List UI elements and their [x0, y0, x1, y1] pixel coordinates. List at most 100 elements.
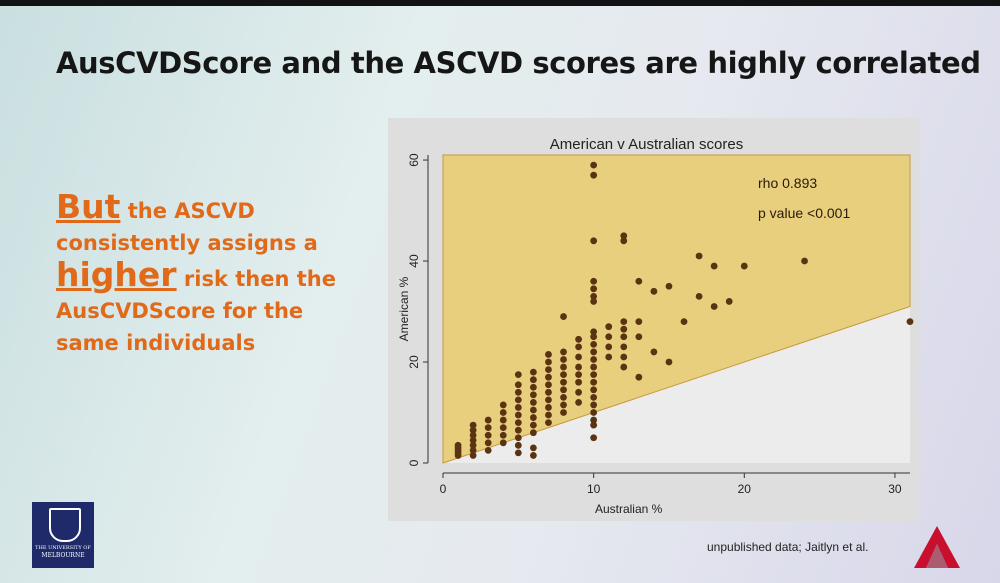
chart-title: American v Australian scores — [550, 136, 743, 153]
data-point — [469, 446, 477, 454]
data-point — [575, 388, 582, 396]
callout-line-4: AusCVDScore for the — [56, 299, 304, 323]
slide: AusCVDScore and the ASCVD scores are hig… — [0, 6, 1000, 583]
logo-text-line-1: THE UNIVERSITY OF — [35, 545, 91, 551]
data-point — [590, 237, 598, 245]
callout-text: But the ASCVD consistently assigns a hig… — [56, 190, 356, 359]
data-point — [620, 363, 628, 371]
annotation-text: rho 0.893 — [758, 175, 817, 191]
data-point — [590, 285, 598, 293]
data-point — [575, 335, 582, 343]
data-point — [620, 232, 628, 240]
annotation-text: p value <0.001 — [758, 205, 850, 221]
data-point — [575, 343, 582, 351]
data-point — [545, 396, 552, 404]
data-point — [590, 292, 598, 300]
data-point — [514, 404, 522, 411]
data-point — [514, 411, 522, 419]
data-point — [529, 444, 537, 452]
callout-line-2: consistently assigns a — [56, 231, 318, 255]
data-point — [484, 446, 492, 454]
data-point — [529, 421, 537, 429]
data-point — [620, 237, 628, 245]
x-tick-label: 10 — [587, 482, 601, 496]
data-point — [484, 439, 492, 447]
data-point — [499, 409, 507, 416]
data-point — [529, 406, 537, 414]
data-point — [590, 386, 598, 394]
data-point — [514, 419, 522, 427]
data-point — [680, 318, 688, 326]
data-point — [499, 401, 507, 409]
data-point — [665, 282, 673, 290]
data-point — [605, 343, 613, 351]
data-point — [560, 371, 567, 379]
data-point — [590, 356, 598, 363]
callout-line-1-rest: the ASCVD — [120, 199, 255, 223]
emphasis-higher: higher — [56, 255, 177, 294]
data-point — [590, 348, 598, 356]
data-point — [484, 416, 492, 424]
data-point — [695, 252, 703, 260]
data-point — [560, 363, 567, 371]
data-point — [545, 381, 552, 389]
data-point — [529, 429, 537, 437]
data-point — [801, 257, 808, 265]
data-point — [590, 363, 598, 371]
y-tick-label: 20 — [407, 355, 421, 369]
y-tick-label: 40 — [407, 254, 421, 268]
data-point — [590, 393, 598, 401]
scatter-chart: 0 10 20 30 0 20 40 60 American v Australian scor… — [397, 136, 914, 516]
data-point — [514, 371, 522, 379]
university-logo: THE UNIVERSITY OF MELBOURNE — [32, 502, 94, 568]
data-point — [665, 358, 673, 366]
data-point — [560, 313, 567, 320]
data-point — [514, 381, 522, 389]
data-point — [575, 371, 582, 379]
data-point — [469, 436, 477, 444]
data-point — [590, 371, 598, 379]
data-point — [560, 409, 567, 416]
data-point — [529, 376, 537, 384]
data-point — [710, 303, 718, 310]
x-tick-label: 30 — [888, 482, 902, 496]
data-point — [560, 348, 567, 356]
data-point — [514, 441, 522, 449]
data-point — [635, 333, 643, 341]
data-point — [469, 426, 477, 434]
data-point — [529, 391, 537, 399]
data-point — [454, 441, 462, 449]
shaded-region — [442, 154, 911, 464]
data-point — [529, 414, 537, 421]
data-point — [529, 368, 537, 376]
data-point — [499, 439, 507, 447]
data-point — [906, 318, 914, 326]
data-point — [575, 378, 582, 386]
data-point — [590, 161, 598, 169]
data-point — [590, 434, 598, 442]
data-point — [469, 431, 477, 439]
logo-text: THE UNIVERSITY OF MELBOURNE — [32, 545, 94, 559]
data-point — [590, 416, 598, 424]
red-triangle-logo-icon — [914, 526, 960, 568]
data-point — [605, 333, 613, 341]
data-point — [560, 393, 567, 401]
data-point — [740, 262, 748, 270]
data-point — [590, 340, 598, 348]
data-point — [469, 421, 477, 429]
data-point — [650, 287, 658, 295]
data-point — [529, 452, 537, 459]
data-point — [514, 449, 522, 457]
x-axis-label: Australian % — [595, 502, 663, 516]
data-point — [545, 351, 552, 358]
data-point — [545, 411, 552, 419]
data-point — [529, 383, 537, 391]
data-point — [545, 388, 552, 396]
data-point — [499, 424, 507, 432]
data-point — [545, 404, 552, 411]
callout-line-5: same individuals — [56, 331, 256, 355]
data-point — [514, 388, 522, 396]
slide-title: AusCVDScore and the ASCVD scores are hig… — [56, 46, 981, 80]
data-credit: unpublished data; Jaitlyn et al. — [707, 540, 869, 554]
data-point — [514, 396, 522, 404]
